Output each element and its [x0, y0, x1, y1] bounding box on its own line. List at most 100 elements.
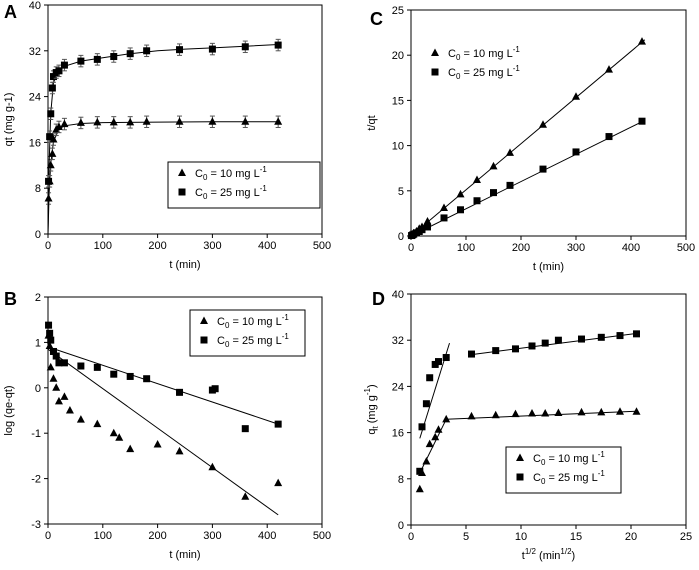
- y-axis-label: qt (mg g-1): [3, 93, 15, 147]
- legend-box: [505, 446, 622, 494]
- data-point-triangle: [153, 440, 162, 448]
- data-point-square: [426, 374, 434, 382]
- series-square: [408, 117, 646, 240]
- y-tick-label: 2: [35, 292, 41, 304]
- data-point-triangle: [442, 414, 451, 423]
- data-point-triangle: [65, 406, 74, 414]
- x-tick-label: 25: [680, 531, 692, 543]
- y-tick-label: 1: [35, 337, 41, 349]
- y-tick-label: 16: [392, 428, 404, 440]
- data-point-triangle: [109, 428, 118, 437]
- x-axis-label: t1/2 (min1/2): [522, 547, 575, 562]
- data-point-square: [418, 423, 426, 431]
- data-point-triangle: [616, 407, 624, 415]
- series-square: [45, 321, 282, 433]
- data-point-square: [597, 333, 605, 341]
- data-point-square: [45, 321, 53, 329]
- legend: C0 = 10 mg L-1 C0 = 25 mg L-1: [167, 161, 321, 209]
- legend-marker-triangle: [200, 316, 208, 324]
- y-tick-label: 10: [392, 141, 404, 153]
- data-point-triangle: [541, 409, 550, 417]
- data-point-triangle: [48, 149, 57, 157]
- data-point-triangle: [93, 419, 102, 428]
- data-point-triangle: [241, 492, 250, 500]
- y-tick-label: 25: [392, 5, 404, 17]
- data-point-square: [60, 359, 68, 367]
- data-point-triangle: [554, 408, 563, 416]
- y-tick-label: 32: [29, 46, 41, 58]
- legend-label: C0 = 25 mg L-1: [195, 184, 267, 201]
- legend-marker-square: [516, 473, 524, 481]
- y-tick-label: 8: [35, 183, 41, 195]
- data-point-square: [541, 339, 549, 347]
- data-point-square: [143, 375, 151, 383]
- data-point-square: [110, 53, 118, 61]
- data-point-square: [176, 388, 184, 396]
- series-triangle: [44, 331, 283, 516]
- x-tick-label: 500: [313, 530, 331, 542]
- y-tick-label: 16: [29, 137, 41, 149]
- data-point-triangle: [115, 433, 124, 441]
- data-point-triangle: [46, 362, 55, 371]
- fit-line: [47, 346, 279, 425]
- data-point-square: [605, 133, 613, 141]
- y-tick-label: 32: [392, 335, 404, 347]
- data-point-square: [93, 55, 101, 63]
- data-point-triangle: [423, 217, 432, 225]
- data-point-square: [55, 67, 63, 75]
- data-point-triangle: [491, 410, 500, 419]
- data-point-square: [473, 197, 481, 205]
- data-point-triangle: [49, 135, 58, 143]
- y-tick-label: 24: [392, 381, 404, 393]
- data-point-square: [442, 354, 450, 362]
- data-point-triangle: [415, 484, 424, 493]
- data-point-square: [539, 165, 547, 173]
- x-tick-label: 500: [677, 242, 695, 254]
- data-point-square: [554, 336, 562, 344]
- x-tick-label: 100: [457, 242, 475, 254]
- panel-letter: A: [4, 2, 17, 22]
- legend: C0 = 10 mg L-1 C0 = 25 mg L-1: [431, 45, 520, 81]
- data-point-triangle: [431, 432, 440, 441]
- data-point-square: [572, 148, 580, 156]
- data-point-triangle: [76, 415, 85, 423]
- data-point-square: [492, 347, 500, 355]
- data-point-triangle: [208, 462, 217, 471]
- x-tick-label: 0: [45, 240, 51, 252]
- data-point-square: [274, 41, 282, 49]
- y-axis-label: qt (mg g-1): [363, 384, 380, 434]
- y-tick-label: 0: [398, 520, 404, 532]
- legend: C0 = 10 mg L-1 C0 = 25 mg L-1: [505, 446, 622, 494]
- data-point-square: [126, 50, 134, 58]
- data-point-square: [578, 335, 585, 343]
- data-point-square: [77, 57, 85, 65]
- data-point-triangle: [539, 120, 547, 128]
- data-point-square: [49, 347, 57, 355]
- data-point-triangle: [638, 37, 646, 45]
- y-tick-label: -3: [31, 519, 41, 531]
- series-triangle: [415, 407, 641, 493]
- x-tick-label: 0: [45, 530, 51, 542]
- data-point-square: [48, 84, 56, 92]
- fit-line: [47, 348, 279, 516]
- y-tick-label: 20: [392, 50, 404, 62]
- data-point-square: [638, 117, 646, 125]
- data-point-square: [528, 342, 536, 350]
- panel-C: C 0 100 200 300 400 500 0 5 10 15 20 25 t (min) t/qt C0…: [366, 5, 695, 273]
- y-tick-label: 15: [392, 95, 404, 107]
- data-point-triangle: [274, 117, 283, 125]
- data-point-triangle: [76, 118, 85, 126]
- data-point-triangle: [456, 189, 465, 198]
- legend-label: C0 = 10 mg L-1: [533, 450, 605, 467]
- data-point-triangle: [109, 117, 118, 126]
- x-tick-label: 300: [567, 242, 585, 254]
- panel-letter: B: [4, 289, 17, 309]
- data-point-triangle: [506, 148, 514, 156]
- y-tick-label: 0: [398, 231, 404, 243]
- data-point-square: [241, 425, 249, 433]
- y-tick-label: 24: [29, 92, 41, 104]
- x-tick-label: 400: [258, 530, 276, 542]
- legend-marker-square: [178, 188, 186, 196]
- legend-label: C0 = 25 mg L-1: [217, 332, 289, 349]
- legend-label: C0 = 10 mg L-1: [217, 313, 289, 330]
